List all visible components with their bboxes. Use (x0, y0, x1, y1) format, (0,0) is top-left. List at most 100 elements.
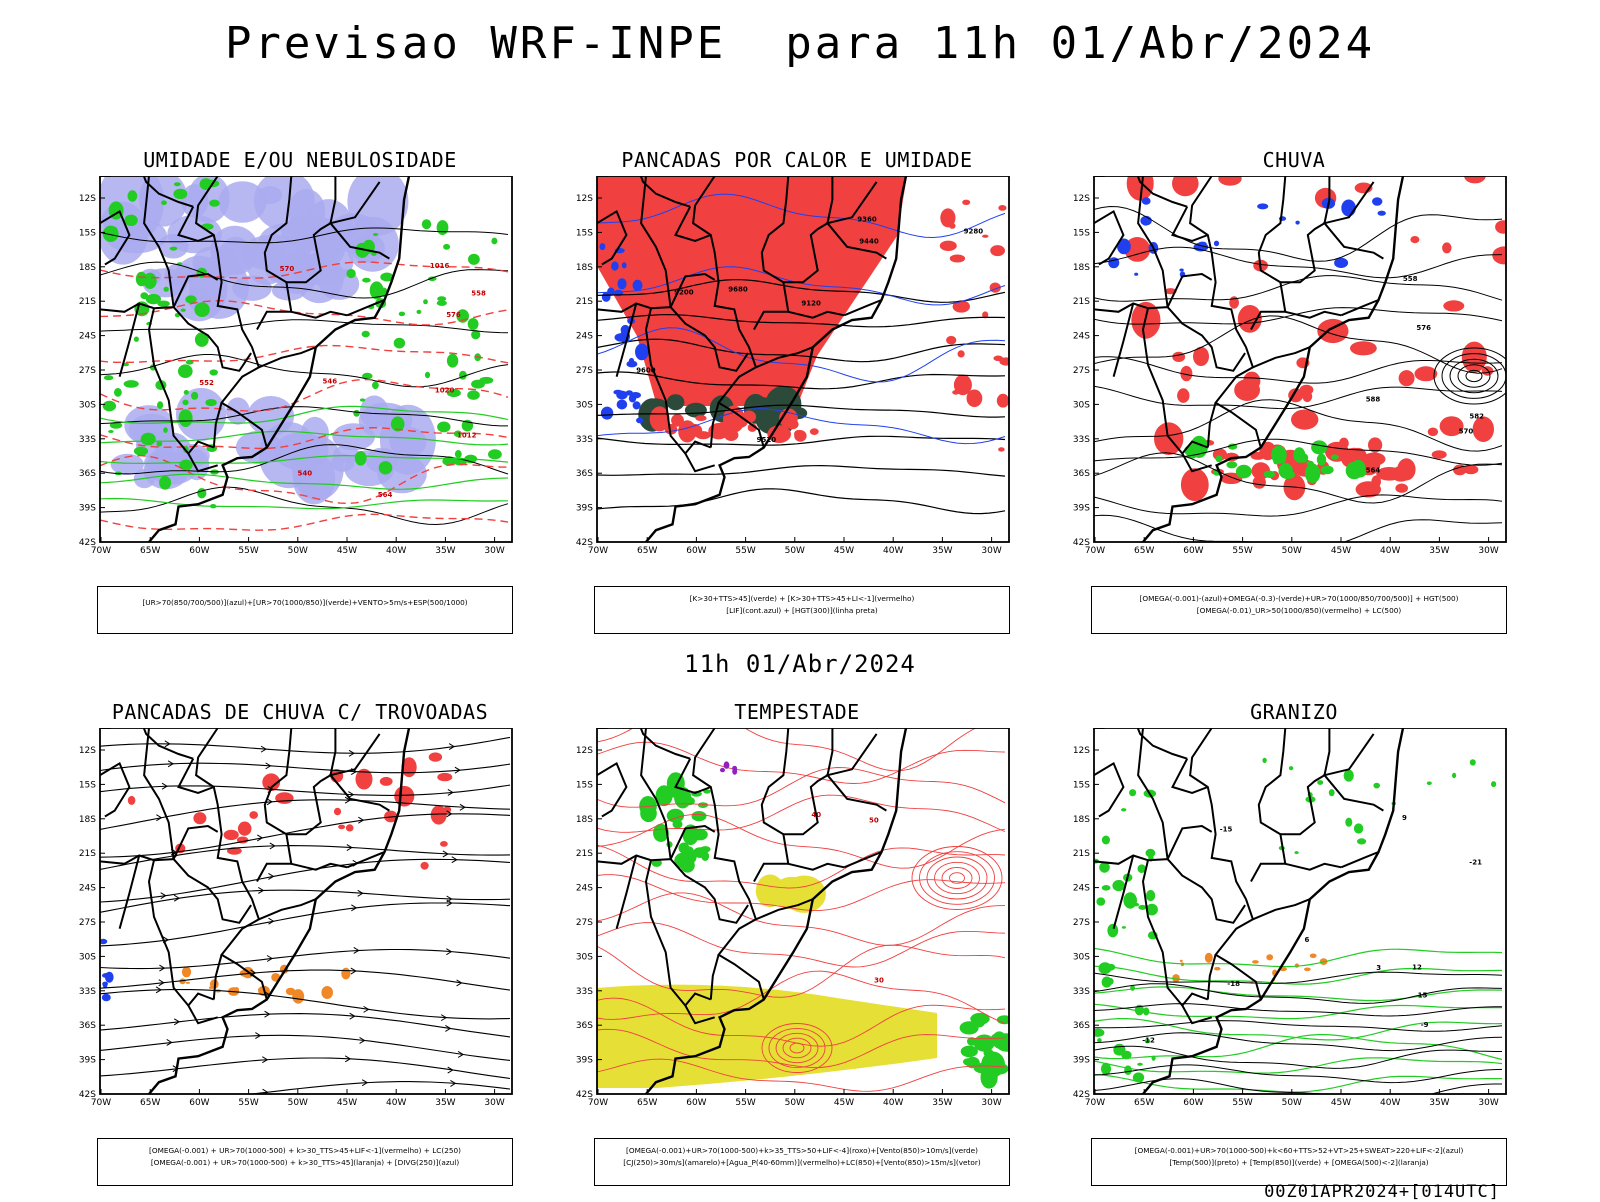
contour-label: 540 (298, 470, 313, 478)
lat-label: 36S (79, 469, 96, 479)
lat-label: 30S (79, 952, 96, 962)
field-blob (1311, 440, 1328, 455)
lon-label: 35W (932, 546, 952, 556)
lon-label: 65W (1134, 546, 1154, 556)
field-blob (1099, 862, 1110, 873)
field-blob (1097, 1038, 1102, 1043)
contour-line (1094, 1045, 1502, 1069)
field-blob (960, 1045, 978, 1058)
contour-label: 9600 (636, 367, 656, 375)
streamline (100, 845, 511, 870)
lon-label: 70W (91, 1098, 111, 1108)
contour-label: 9520 (757, 436, 777, 444)
map-pancadas-calor: 9680 9600 9520 9440 9360 9280 9200 9120 12S 15S 18… (576, 176, 1010, 556)
field-blob (156, 440, 163, 447)
border-line (597, 728, 691, 760)
contour-label: 9280 (964, 228, 984, 236)
field-blob (621, 262, 627, 269)
panel-granizo: GRANIZO -9 -12 -15 -18 -21 3 6 9 12 15 12S 15S 18S 21… (1034, 700, 1554, 1190)
field-blob (235, 430, 282, 464)
field-blob (1101, 885, 1111, 891)
arrowhead (266, 955, 274, 962)
field-blob (693, 847, 708, 858)
field-blob (649, 406, 670, 432)
contour-line (768, 1027, 826, 1069)
map-borders (1094, 728, 1405, 1094)
lat-label: 24S (1073, 332, 1090, 342)
panel-title: CHUVA (1262, 148, 1326, 172)
contour-line (926, 856, 988, 900)
field-blob (247, 396, 295, 436)
field-blob (1137, 864, 1146, 873)
border-line (1280, 176, 1331, 284)
contour-line (597, 922, 1006, 968)
field-blob (1146, 890, 1156, 902)
field-blob (424, 371, 431, 379)
field-blob (1235, 464, 1252, 479)
field-blob (1172, 176, 1199, 197)
map-borders (100, 728, 411, 1094)
field-blob (1320, 465, 1334, 475)
contour-label: 9360 (857, 216, 877, 224)
field-blob (101, 993, 111, 1002)
arrowhead (161, 782, 169, 790)
field-blob (1341, 199, 1356, 217)
field-blob (723, 761, 730, 769)
field-blob (191, 391, 199, 400)
contour-line (100, 473, 509, 490)
coastline (148, 728, 411, 1094)
panel-tempestade: TEMPESTADE 40 50 30 12S 15S 18S 21S 24S 27S 30S 33… (537, 700, 1057, 1190)
lat-label: 39S (79, 1056, 96, 1066)
field-blob (1304, 463, 1321, 483)
border-line (286, 176, 337, 284)
contour-line (1094, 315, 1503, 374)
field-blob (946, 335, 957, 345)
field-blob (177, 262, 183, 265)
panel-pancadas-calor: PANCADAS POR CALOR E UMIDADE 9680 9600 952… (537, 148, 1057, 638)
field-blob (1442, 242, 1452, 254)
border-line (118, 303, 141, 377)
lon-label: 40W (386, 546, 406, 556)
border-line (1322, 181, 1384, 260)
arrowhead (349, 1012, 356, 1020)
field-blob (471, 379, 485, 389)
border-line (1252, 346, 1311, 369)
border-line (1171, 206, 1209, 242)
contour-line (100, 319, 509, 334)
border-line (1280, 728, 1331, 836)
field-blob (1113, 1043, 1126, 1056)
arrowhead (454, 766, 461, 774)
lat-label: 39S (1073, 504, 1090, 514)
border-line (1094, 176, 1188, 208)
contour-line (597, 970, 1006, 1024)
arrowhead (456, 979, 463, 987)
lon-label: 50W (785, 546, 805, 556)
streamline (246, 1081, 511, 1094)
lat-label: 18S (79, 815, 96, 825)
lon-label: 50W (785, 1098, 805, 1108)
coastline (148, 176, 411, 542)
field-blob (127, 190, 138, 202)
border-line (1141, 307, 1184, 455)
lon-label: 55W (1232, 1098, 1252, 1108)
arrowhead (363, 1005, 370, 1013)
field-blob (1373, 782, 1380, 789)
field-blob (732, 765, 738, 771)
lon-label: 40W (883, 546, 903, 556)
map-fields: 588 582 576 570 564 558 (1094, 176, 1506, 542)
lon-label: 40W (386, 1098, 406, 1108)
border-line (143, 728, 175, 860)
field-blob (616, 399, 628, 410)
contour-line (1094, 1018, 1503, 1041)
border-line (674, 206, 712, 242)
field-blob (1492, 246, 1506, 265)
field-blob (1257, 203, 1269, 210)
field-blob (1117, 238, 1131, 255)
border-line (615, 855, 638, 929)
contour-line (949, 872, 965, 884)
field-blob (163, 286, 169, 292)
field-blob (437, 296, 447, 302)
lon-label: 60W (1183, 546, 1203, 556)
contour-label: 3 (1376, 964, 1381, 972)
contour-line (597, 892, 1006, 946)
